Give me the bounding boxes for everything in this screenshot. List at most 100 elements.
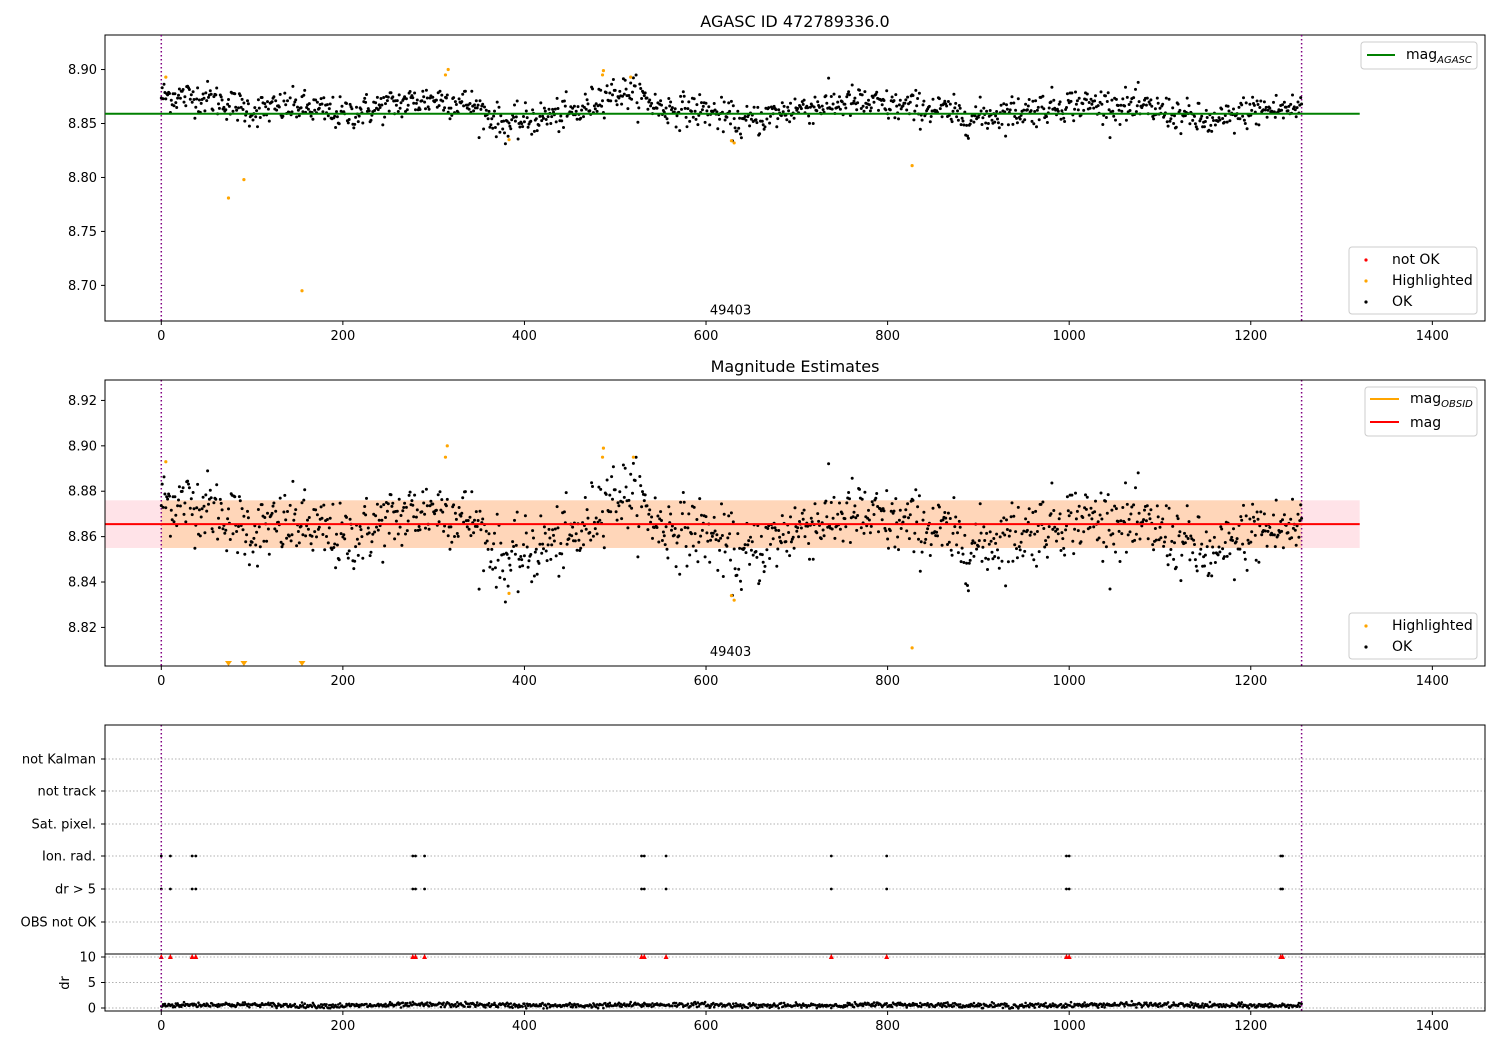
ok-point	[414, 108, 417, 112]
ok-point	[475, 106, 479, 110]
ok-point	[968, 122, 972, 126]
ok-point	[580, 529, 584, 533]
ok-point	[493, 109, 496, 113]
ok-point	[418, 108, 422, 111]
ok-point	[1012, 101, 1016, 105]
ok-point	[848, 93, 851, 97]
ok-point	[642, 94, 646, 98]
ok-point	[923, 541, 927, 545]
ok-point	[862, 531, 866, 535]
ok-point	[884, 529, 888, 533]
dr-point	[1200, 1004, 1203, 1007]
ok-point	[680, 512, 684, 516]
ok-point	[890, 95, 894, 99]
ok-point	[296, 530, 300, 533]
flag-point	[159, 854, 163, 858]
ok-point	[762, 570, 766, 574]
ok-point	[322, 503, 326, 507]
ok-point	[1066, 98, 1070, 102]
ok-point	[845, 501, 849, 505]
panel1-frame	[104, 34, 1486, 322]
ok-point	[423, 512, 427, 516]
ok-point	[738, 116, 742, 120]
ok-point	[877, 530, 880, 534]
flag-point	[168, 887, 172, 891]
ok-point	[575, 117, 579, 121]
ok-point	[1230, 535, 1234, 539]
panel1-ticks: 0 200 400 600 800 1000 1200 14008.708.758.808.8…	[68, 63, 1449, 344]
ok-point	[1286, 531, 1290, 535]
ok-point	[862, 109, 866, 113]
ok-point	[598, 518, 602, 522]
ok-point	[1185, 504, 1189, 508]
ok-point	[530, 580, 534, 584]
agasc-line-legend-label: magAGASC	[1406, 47, 1472, 66]
ok-point	[1171, 106, 1175, 110]
ok-point	[627, 94, 631, 97]
ok-point	[631, 76, 635, 80]
ok-point	[1186, 537, 1190, 540]
ok-point	[605, 84, 609, 88]
ok-point	[455, 532, 459, 535]
ok-point	[812, 105, 816, 109]
ok-point	[401, 509, 405, 513]
y-tick-label: 8.88	[68, 485, 97, 500]
ok-point	[241, 528, 245, 532]
ok-point	[597, 485, 601, 489]
ok-point	[1117, 108, 1121, 112]
ok-point	[941, 518, 945, 522]
ok-point	[442, 108, 446, 112]
ok-point	[582, 543, 585, 547]
dr-point	[1069, 1000, 1073, 1004]
ok-point	[1259, 99, 1263, 103]
ok-point	[290, 533, 294, 537]
ok-point	[681, 491, 685, 494]
ok-point	[919, 540, 923, 544]
ok-point	[1281, 546, 1285, 550]
ok-point	[876, 505, 880, 508]
ok-point	[403, 501, 407, 505]
ok-point	[1250, 108, 1254, 112]
ok-point	[795, 529, 799, 533]
ok-point	[1198, 552, 1202, 556]
dr-point	[528, 1003, 532, 1006]
ok-point	[387, 531, 391, 535]
ok-point	[460, 511, 464, 515]
ok-point	[165, 495, 169, 499]
ok-point	[986, 568, 989, 571]
ok-point	[1294, 543, 1298, 547]
ok-point	[1045, 555, 1049, 559]
x-tick-label: 1400	[1416, 329, 1449, 344]
ok-point	[796, 526, 800, 530]
ok-point	[720, 95, 723, 99]
ok-point	[402, 506, 406, 509]
ok-point	[886, 537, 890, 541]
panel1-legend-upper-box	[1360, 41, 1478, 70]
ok-point	[417, 525, 421, 528]
ok-point	[186, 479, 190, 483]
ok-point	[352, 567, 356, 571]
ok-point	[226, 517, 230, 521]
ok-point	[488, 125, 492, 129]
ok-point	[853, 504, 857, 508]
ok-point	[1057, 517, 1061, 521]
dr-point	[1158, 1002, 1162, 1005]
ok-point	[228, 538, 232, 541]
x-tick-label: 400	[512, 674, 537, 689]
dr-point	[426, 1001, 429, 1004]
ok-point	[453, 535, 456, 538]
ok-point	[621, 463, 625, 467]
ok-point	[1050, 481, 1054, 485]
ok-point	[242, 101, 246, 105]
dr-point	[777, 1006, 780, 1010]
ok-point	[328, 516, 332, 520]
flag-point	[640, 854, 643, 858]
ok-point	[534, 547, 538, 551]
ok-point	[791, 535, 795, 539]
dr-clipped-marker	[884, 954, 890, 959]
ok-point	[1286, 109, 1290, 113]
dr-point	[331, 1003, 335, 1006]
ok-point	[1082, 108, 1086, 112]
ok-point	[1114, 97, 1118, 101]
ok-point	[949, 117, 953, 121]
